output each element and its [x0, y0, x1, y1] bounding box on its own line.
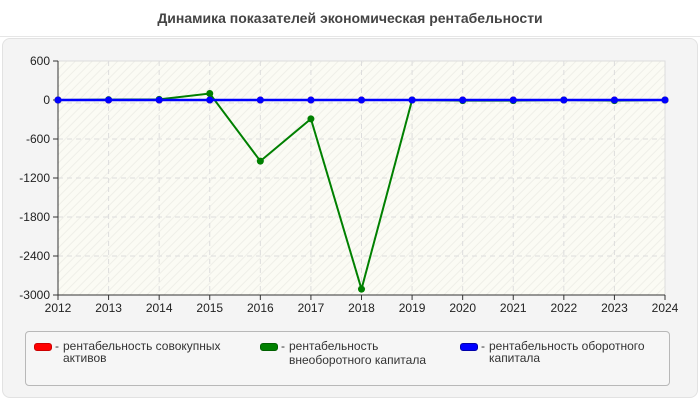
green-swatch-icon	[260, 343, 278, 351]
legend-item-total-assets[interactable]: - рентабельность совокупных активов	[34, 340, 243, 364]
legend-separator: -	[481, 339, 485, 353]
svg-text:-1800: -1800	[19, 210, 50, 224]
svg-text:-600: -600	[26, 132, 50, 146]
legend-label: рентабельность оборотного капитала	[489, 339, 645, 365]
legend-item-working-capital[interactable]: - рентабельность оборотного капитала	[460, 340, 669, 364]
svg-text:2012: 2012	[45, 301, 72, 315]
svg-text:-2400: -2400	[19, 249, 50, 263]
svg-text:2019: 2019	[399, 301, 426, 315]
svg-text:600: 600	[30, 54, 50, 68]
legend-item-noncurrent-capital[interactable]: - рентабельность внеоборотного капитала	[260, 339, 454, 367]
svg-text:2020: 2020	[449, 301, 476, 315]
legend: - рентабельность совокупных активов - ре…	[25, 331, 670, 386]
data-series	[54, 90, 669, 293]
svg-text:2023: 2023	[601, 301, 628, 315]
x-axis-labels: 2012 2013 2014 2015 2016 2017 2018 2019 2020 2021…	[45, 301, 679, 315]
legend-separator: -	[281, 339, 285, 353]
svg-text:-1200: -1200	[19, 171, 50, 185]
chart-title: Динамика показателей экономическая рента…	[157, 10, 543, 26]
legend-label: рентабельность совокупных активов	[63, 339, 221, 365]
svg-text:2017: 2017	[298, 301, 325, 315]
legend-separator: -	[55, 339, 59, 353]
blue-swatch-icon	[460, 343, 478, 351]
svg-text:2016: 2016	[247, 301, 274, 315]
svg-text:2014: 2014	[146, 301, 173, 315]
red-swatch-icon	[34, 343, 52, 351]
svg-text:2018: 2018	[348, 301, 375, 315]
title-divider	[0, 36, 700, 37]
svg-text:-3000: -3000	[19, 288, 50, 302]
svg-text:0: 0	[43, 93, 50, 107]
y-axis-labels: 600 0 -600 -1200 -1800 -2400 -3000	[19, 54, 50, 302]
svg-text:2022: 2022	[550, 301, 577, 315]
svg-text:2021: 2021	[500, 301, 527, 315]
svg-text:2013: 2013	[95, 301, 122, 315]
legend-label: рентабельность внеоборотного капитала	[289, 339, 426, 367]
svg-text:2015: 2015	[196, 301, 223, 315]
svg-text:2024: 2024	[652, 301, 679, 315]
